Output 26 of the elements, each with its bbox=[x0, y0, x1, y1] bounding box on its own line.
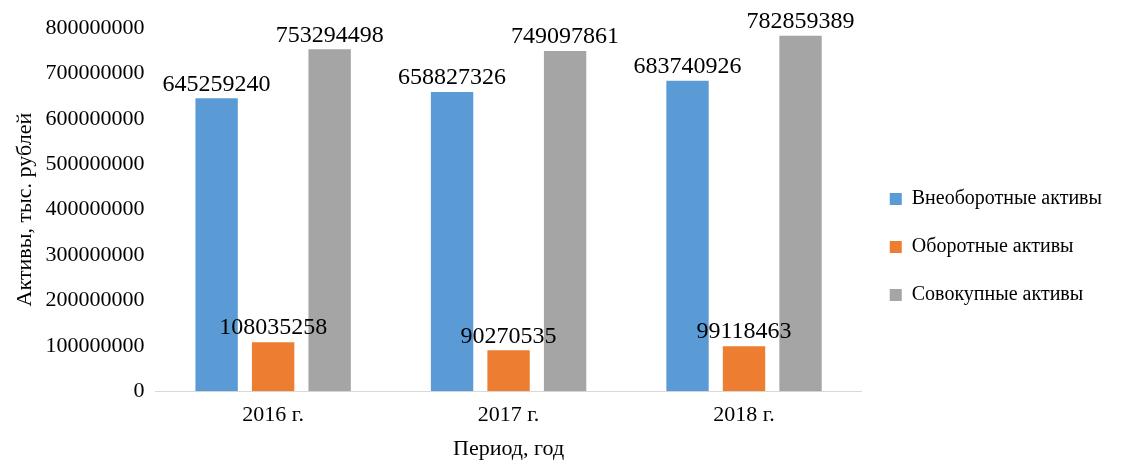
y-tick-label: 400000000 bbox=[45, 195, 145, 221]
y-tick-label: 700000000 bbox=[45, 59, 145, 85]
bar bbox=[487, 350, 530, 392]
x-tick-label: 2018 г. bbox=[713, 401, 775, 427]
legend-label: Совокупные активы bbox=[911, 282, 1084, 306]
data-label: 749097861 bbox=[511, 22, 620, 49]
y-tick-label: 0 bbox=[133, 376, 145, 402]
y-tick-label: 800000000 bbox=[45, 13, 145, 39]
x-tick-label: 2016 г. bbox=[242, 401, 304, 427]
y-tick-label: 100000000 bbox=[45, 331, 145, 357]
y-tick-label: 200000000 bbox=[45, 286, 145, 312]
legend-label: Оборотные активы bbox=[911, 234, 1074, 258]
data-label: 782859389 bbox=[746, 7, 855, 34]
x-tick-label: 2017 г. bbox=[477, 401, 540, 427]
x-axis-title: Период, год bbox=[453, 434, 565, 460]
legend-label: Внеоборотные активы bbox=[911, 186, 1103, 210]
data-label: 658827326 bbox=[398, 63, 507, 90]
data-label: 683740926 bbox=[633, 52, 742, 79]
bar bbox=[722, 346, 766, 392]
y-tick-label: 600000000 bbox=[45, 104, 145, 130]
data-label: 753294498 bbox=[275, 20, 384, 47]
data-label: 645259240 bbox=[162, 69, 271, 96]
y-tick-label: 500000000 bbox=[45, 149, 145, 175]
y-tick-label: 300000000 bbox=[45, 240, 145, 266]
bar bbox=[251, 342, 295, 392]
y-axis-title: Активы, тыс. рублей bbox=[10, 112, 36, 307]
